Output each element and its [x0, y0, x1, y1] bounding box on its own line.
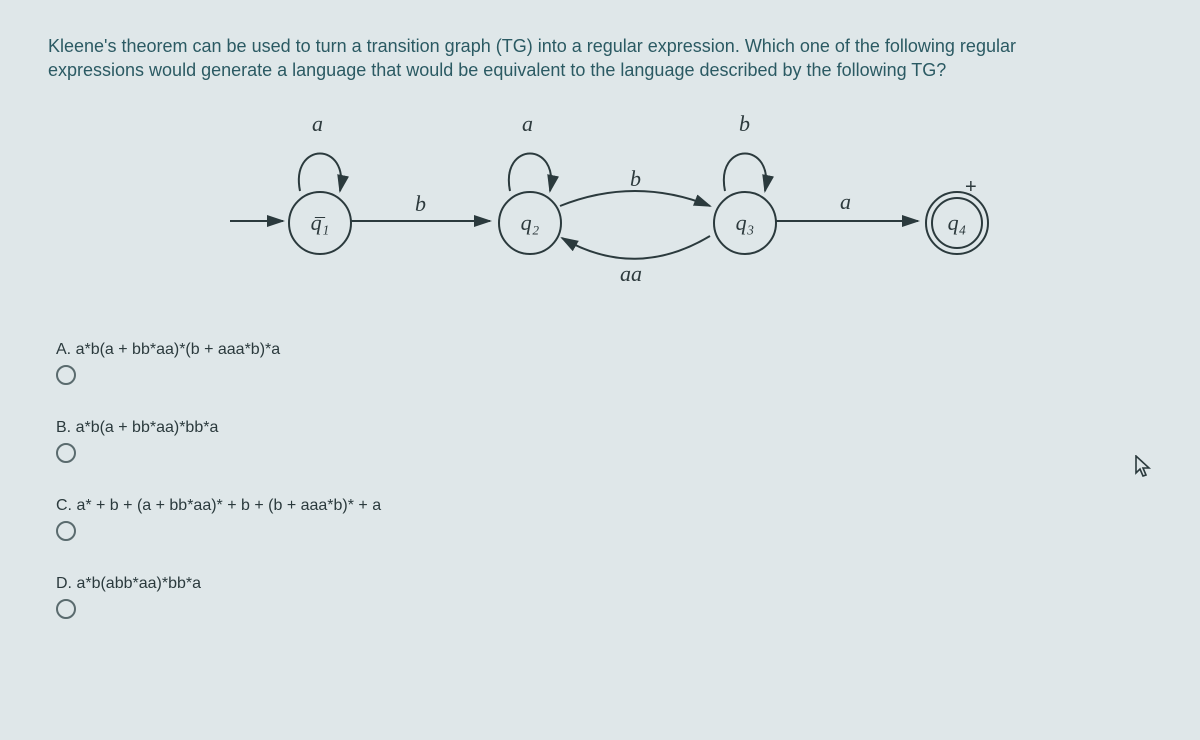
label-q3-loop: b	[739, 111, 750, 137]
label-q3-q4: a	[840, 189, 851, 215]
transition-graph: q₁ – q₂ q₃ q₄ + a a b b b aa a	[190, 91, 1010, 311]
option-c-radio[interactable]	[56, 521, 76, 541]
option-b: B. a*b(a + bb*aa)*bb*a	[56, 419, 1152, 463]
node-q4: q₄	[925, 191, 989, 255]
node-q3-label: q₃	[736, 210, 755, 236]
label-q2-loop: a	[522, 111, 533, 137]
option-c-text: C. a* + b + (a + bb*aa)* + b + (b + aaa*…	[56, 497, 1152, 515]
final-marker: +	[965, 176, 977, 199]
node-q2-label: q₂	[521, 210, 540, 236]
option-a-radio[interactable]	[56, 365, 76, 385]
option-a: A. a*b(a + bb*aa)*(b + aaa*b)*a	[56, 341, 1152, 385]
node-q4-label: q₄	[948, 210, 967, 236]
label-q2-q3: b	[630, 166, 641, 192]
question-text: Kleene's theorem can be used to turn a t…	[48, 34, 1152, 83]
option-b-text: B. a*b(a + bb*aa)*bb*a	[56, 419, 1152, 437]
options-container: A. a*b(a + bb*aa)*(b + aaa*b)*a B. a*b(a…	[48, 341, 1152, 619]
option-d: D. a*b(abb*aa)*bb*a	[56, 575, 1152, 619]
option-d-radio[interactable]	[56, 599, 76, 619]
option-a-text: A. a*b(a + bb*aa)*(b + aaa*b)*a	[56, 341, 1152, 359]
node-q2: q₂	[498, 191, 562, 255]
question-line1: Kleene's theorem can be used to turn a t…	[48, 36, 1016, 56]
label-q1-loop: a	[312, 111, 323, 137]
option-c: C. a* + b + (a + bb*aa)* + b + (b + aaa*…	[56, 497, 1152, 541]
node-q1: q₁ –	[288, 191, 352, 255]
question-line2: expressions would generate a language th…	[48, 60, 946, 80]
label-q1-q2: b	[415, 191, 426, 217]
label-q3-q2: aa	[620, 261, 642, 287]
node-q3: q₃	[713, 191, 777, 255]
option-d-text: D. a*b(abb*aa)*bb*a	[56, 575, 1152, 593]
cursor-icon	[1135, 455, 1153, 479]
start-marker: –	[315, 205, 325, 228]
option-b-radio[interactable]	[56, 443, 76, 463]
